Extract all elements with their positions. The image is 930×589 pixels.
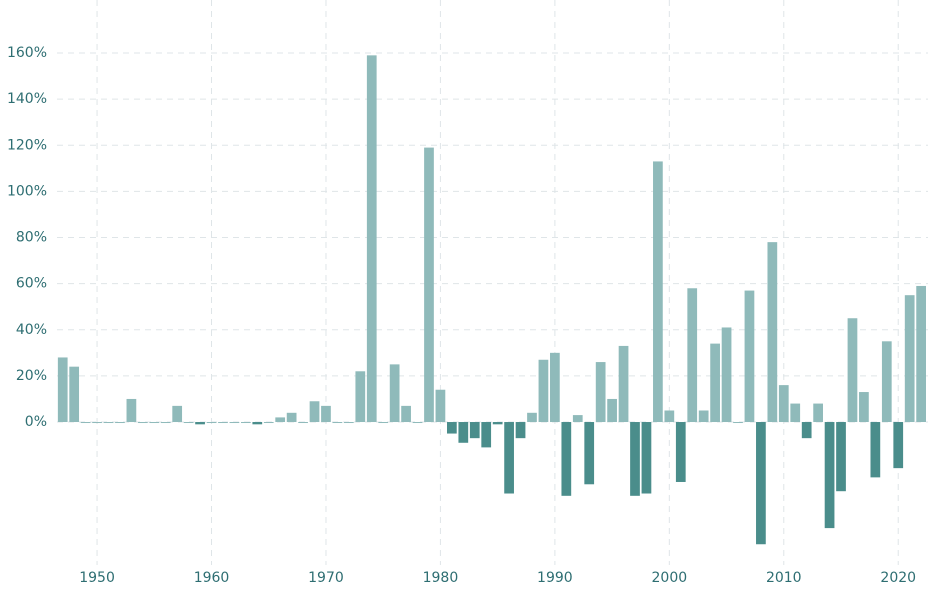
bar — [240, 422, 251, 424]
bar — [435, 389, 446, 423]
bar — [80, 422, 91, 424]
bar — [675, 422, 686, 482]
bar — [389, 364, 400, 423]
y-tick-label: 60% — [16, 276, 47, 292]
bar — [103, 422, 114, 424]
bar — [424, 147, 434, 423]
x-tick-label: 1970 — [308, 570, 344, 586]
bar — [321, 405, 331, 423]
bar — [870, 422, 881, 478]
bar — [309, 401, 320, 423]
bar — [733, 422, 743, 424]
bar — [366, 55, 377, 423]
bar — [412, 422, 423, 424]
bar — [859, 392, 869, 423]
x-tick-label: 2020 — [880, 570, 916, 586]
bar — [836, 422, 846, 492]
bar — [504, 422, 514, 494]
bar — [149, 422, 160, 424]
y-tick-label: 120% — [7, 137, 47, 153]
bar — [893, 422, 904, 469]
bar — [527, 412, 537, 423]
bar — [767, 242, 778, 423]
bar — [298, 422, 308, 424]
y-tick-label: 80% — [16, 230, 47, 246]
bar — [263, 422, 274, 424]
bar — [218, 422, 228, 424]
bar — [641, 422, 652, 494]
bar — [790, 403, 801, 423]
bar — [584, 422, 595, 485]
y-tick-label: 0% — [25, 414, 47, 430]
bar — [778, 385, 789, 423]
bar — [275, 417, 286, 423]
bar — [92, 422, 102, 424]
bar — [904, 295, 915, 423]
bar — [229, 422, 240, 424]
bar — [653, 161, 663, 423]
bar — [881, 341, 892, 423]
bar — [618, 345, 629, 423]
y-tick-label: 20% — [16, 368, 47, 384]
bar — [447, 422, 457, 434]
y-tick-label: 160% — [7, 45, 47, 61]
bar — [458, 422, 469, 443]
bar — [687, 288, 698, 423]
x-tick-label: 1950 — [79, 570, 115, 586]
bar — [172, 405, 183, 423]
bar — [607, 398, 617, 423]
bar — [401, 405, 411, 423]
bar — [137, 422, 148, 424]
bar — [824, 422, 835, 529]
x-tick-label: 1960 — [194, 570, 230, 586]
bar — [332, 422, 343, 424]
bar — [69, 366, 80, 423]
x-tick-label: 1990 — [537, 570, 573, 586]
bar — [343, 422, 354, 424]
bar — [252, 422, 263, 425]
y-tick-label: 40% — [16, 322, 47, 338]
bar — [206, 422, 217, 424]
bar — [550, 352, 560, 423]
bar — [710, 343, 720, 423]
bar — [492, 422, 503, 425]
bar — [595, 362, 606, 423]
x-tick-label: 1980 — [423, 570, 459, 586]
y-tick-label: 140% — [7, 91, 47, 107]
bar — [698, 410, 709, 423]
bar — [481, 422, 492, 448]
bar — [664, 410, 675, 423]
x-tick-label: 2000 — [652, 570, 688, 586]
bar — [756, 422, 766, 545]
bar — [916, 285, 926, 423]
bar — [630, 422, 640, 496]
bar — [355, 371, 366, 423]
bar — [469, 422, 480, 439]
bar — [160, 422, 171, 424]
y-tick-label: 100% — [7, 183, 47, 199]
bar — [183, 422, 194, 424]
bar — [721, 327, 732, 423]
bar — [801, 422, 812, 439]
bar — [538, 359, 549, 423]
bar — [813, 403, 823, 423]
bar — [744, 290, 755, 423]
bar — [57, 357, 68, 423]
bar — [572, 415, 583, 423]
bar — [561, 422, 572, 496]
bar — [286, 412, 297, 423]
bar — [378, 422, 389, 424]
bar — [515, 422, 526, 439]
bar — [115, 422, 125, 424]
bar — [847, 318, 858, 423]
bar — [195, 422, 205, 425]
bar — [126, 398, 137, 423]
x-tick-label: 2010 — [766, 570, 802, 586]
